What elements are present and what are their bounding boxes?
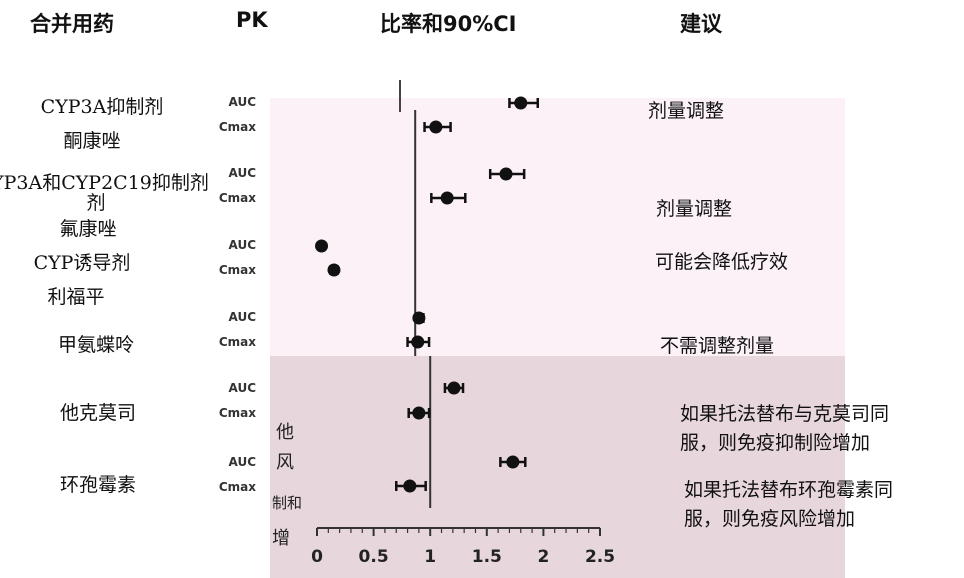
recommendation-ketoconazole: 剂量调整 (648, 100, 725, 122)
recommendation-tacrolimus: 如果托法替布与克莫司同 服，则免疫抑制险增加 (680, 400, 889, 457)
recommendation-line: 如果托法替布环孢霉素同 (684, 479, 894, 501)
stray-fragment: 风 (276, 452, 294, 473)
pk-label-cmax: Cmax (218, 406, 256, 420)
ci-point-auc (412, 311, 426, 325)
pk-label-auc: AUC (228, 166, 256, 180)
class-label-cyp3a-cyp2c19-line2: 剂 (86, 192, 106, 214)
x-tick-label: 0.5 (359, 547, 389, 567)
class-label-cyp3a: CYP3A抑制剂 (40, 96, 164, 118)
pk-label-auc: AUC (228, 310, 256, 324)
pk-label-auc: AUC (228, 381, 256, 395)
class-label-cyp-inducer: CYP诱导剂 (33, 252, 131, 274)
recommendation-rifampin: 可能会降低疗效 (655, 251, 789, 273)
shaded-region-dark (270, 356, 845, 578)
class-label-cyp3a-cyp2c19: YP3A和CYP2C19抑制剂 (0, 172, 209, 194)
recommendation-line: 服，则免疫抑制险增加 (680, 431, 871, 454)
x-tick-label: 1 (424, 547, 436, 567)
drug-label-fluconazole: 氟康唑 (59, 218, 117, 240)
header-ratio: 比率和90%CI (380, 12, 517, 36)
ci-point-cmax (407, 406, 431, 420)
shaded-region-light (270, 98, 845, 358)
ci-point-cmax (406, 335, 431, 349)
recommendation-line: 服，则免疫风险增加 (684, 507, 856, 530)
pk-label-cmax: Cmax (218, 335, 256, 349)
stray-fragment: 增 (272, 528, 290, 549)
ci-point-cmax (327, 263, 341, 277)
ci-point-cmax (394, 479, 427, 493)
pk-label-auc: AUC (228, 238, 256, 252)
recommendation-fluconazole: 剂量调整 (656, 198, 733, 220)
pk-label-cmax: Cmax (218, 191, 256, 205)
header-pk: PK (236, 8, 268, 32)
header-recommendation: 建议 (680, 12, 722, 36)
stray-fragment: 他 (276, 422, 294, 443)
ci-point-auc (443, 381, 465, 395)
ci-point-cmax (423, 120, 452, 134)
x-tick-label: 2 (537, 547, 549, 567)
pk-label-auc: AUC (228, 95, 256, 109)
pk-label-auc: AUC (228, 455, 256, 469)
x-tick-label: 1.5 (472, 547, 502, 567)
recommendation-line: 如果托法替布与克莫司同 (680, 403, 890, 425)
pk-label-cmax: Cmax (218, 120, 256, 134)
pk-label-cmax: Cmax (218, 480, 256, 494)
recommendation-methotrexate: 不需调整剂量 (660, 335, 775, 357)
stray-fragment: 制和 (272, 494, 303, 512)
header-drug: 合并用药 (30, 12, 114, 36)
drug-label-tacrolimus: 他克莫司 (59, 402, 137, 424)
drug-label-rifampin: 利福平 (47, 286, 105, 308)
x-tick-label: 2.5 (585, 547, 615, 567)
drug-label-ketoconazole: 酮康唑 (63, 130, 121, 152)
ci-point-auc (488, 167, 526, 181)
drug-label-cyclosporine: 环孢霉素 (59, 474, 137, 496)
ci-point-auc (508, 96, 539, 110)
ci-point-auc (499, 455, 527, 469)
recommendation-cyclosporine: 如果托法替布环孢霉素同 服，则免疫风险增加 (684, 476, 893, 533)
ci-point-auc (315, 239, 329, 253)
ci-point-cmax (430, 191, 467, 205)
pk-label-cmax: Cmax (218, 263, 256, 277)
drug-label-methotrexate: 甲氨蝶呤 (57, 334, 135, 356)
x-tick-label: 0 (311, 547, 323, 567)
